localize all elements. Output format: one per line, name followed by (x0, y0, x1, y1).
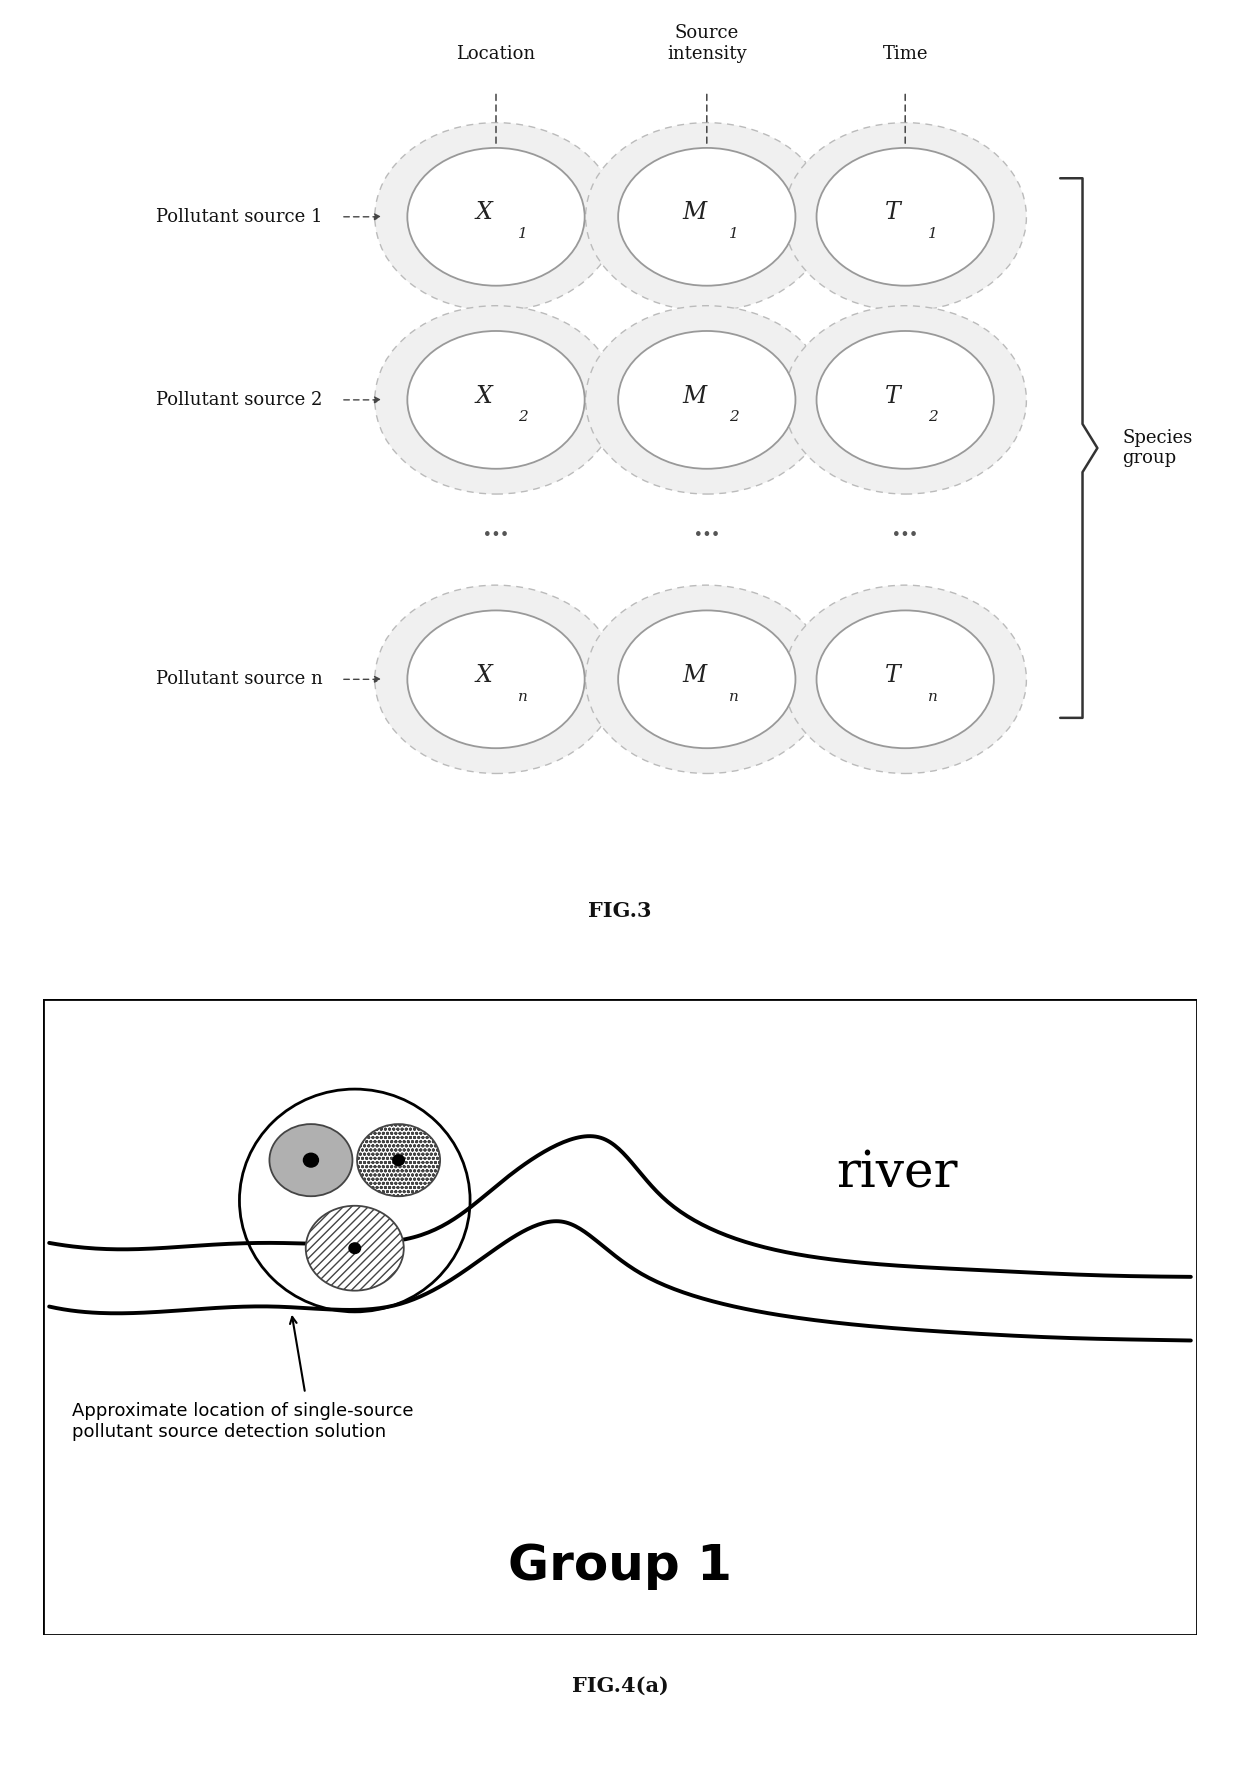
Text: FIG.3: FIG.3 (588, 900, 652, 921)
Ellipse shape (784, 306, 1027, 493)
Ellipse shape (306, 1206, 404, 1291)
Ellipse shape (585, 306, 828, 493)
Ellipse shape (374, 306, 618, 493)
Text: 1: 1 (928, 226, 937, 240)
Text: n: n (518, 690, 528, 704)
Text: Location: Location (456, 44, 536, 62)
Text: T: T (885, 202, 900, 225)
Ellipse shape (357, 1124, 440, 1197)
Text: 1: 1 (518, 226, 528, 240)
Ellipse shape (393, 1155, 404, 1165)
Ellipse shape (374, 122, 618, 311)
Text: X: X (475, 665, 492, 688)
Ellipse shape (269, 1124, 352, 1197)
Ellipse shape (816, 331, 993, 469)
Text: Group 1: Group 1 (508, 1542, 732, 1591)
Ellipse shape (304, 1153, 319, 1167)
Text: Approximate location of single-source
pollutant source detection solution: Approximate location of single-source po… (72, 1402, 414, 1441)
Ellipse shape (816, 610, 993, 748)
Text: Source
intensity: Source intensity (667, 23, 746, 62)
Text: M: M (682, 202, 707, 225)
Ellipse shape (407, 331, 585, 469)
Ellipse shape (407, 149, 585, 286)
Text: T: T (885, 384, 900, 407)
Text: ···: ··· (694, 523, 719, 546)
Text: Pollutant source 1: Pollutant source 1 (156, 209, 322, 226)
Text: n: n (928, 690, 937, 704)
Text: ···: ··· (484, 523, 508, 546)
Text: n: n (729, 690, 739, 704)
Ellipse shape (618, 610, 796, 748)
Ellipse shape (816, 149, 993, 286)
Text: 2: 2 (518, 410, 528, 424)
Ellipse shape (348, 1243, 361, 1254)
Ellipse shape (374, 585, 618, 773)
Ellipse shape (618, 331, 796, 469)
Text: 1: 1 (729, 226, 739, 240)
Text: Pollutant source n: Pollutant source n (156, 670, 322, 688)
Text: Species
group: Species group (1122, 428, 1193, 467)
Text: Pollutant source 2: Pollutant source 2 (156, 391, 322, 408)
Ellipse shape (585, 585, 828, 773)
Text: 2: 2 (729, 410, 739, 424)
Text: X: X (475, 202, 492, 225)
Text: FIG.4(a): FIG.4(a) (572, 1676, 668, 1696)
Ellipse shape (618, 149, 796, 286)
Ellipse shape (585, 122, 828, 311)
Ellipse shape (784, 122, 1027, 311)
Text: T: T (885, 665, 900, 688)
Ellipse shape (784, 585, 1027, 773)
Text: river: river (836, 1149, 957, 1199)
Text: ···: ··· (893, 523, 918, 546)
Text: Time: Time (883, 44, 928, 62)
Text: X: X (475, 384, 492, 407)
Text: M: M (682, 384, 707, 407)
Ellipse shape (407, 610, 585, 748)
Text: M: M (682, 665, 707, 688)
Text: 2: 2 (928, 410, 937, 424)
